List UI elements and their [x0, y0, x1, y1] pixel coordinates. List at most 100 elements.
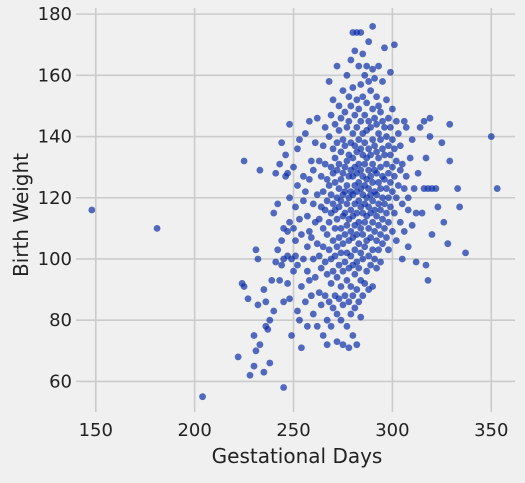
scatter-point [387, 179, 394, 186]
scatter-point [296, 136, 303, 144]
scatter-point [357, 224, 365, 232]
scatter-point [347, 310, 355, 318]
scatter-point [379, 117, 386, 125]
scatter-point [456, 203, 464, 211]
scatter-point [383, 160, 390, 168]
scatter-point [379, 145, 386, 153]
scatter-point [359, 292, 367, 300]
scatter-point [377, 185, 384, 192]
scatter-point [377, 136, 384, 144]
scatter-point [252, 246, 260, 254]
scatter-point [373, 212, 380, 220]
scatter-point [369, 136, 377, 144]
scatter-point [377, 163, 384, 171]
scatter-point [319, 142, 327, 150]
scatter-point [341, 292, 349, 300]
scatter-point [371, 228, 378, 235]
scatter-point [325, 78, 333, 85]
scatter-point [373, 93, 380, 101]
scatter-point [345, 344, 353, 352]
scatter-point [274, 246, 282, 254]
scatter-point [343, 71, 351, 79]
scatter-point [282, 151, 290, 159]
scatter-point [339, 301, 347, 309]
scatter-point [343, 182, 351, 189]
scatter-point [313, 114, 321, 122]
scatter-point [323, 175, 331, 183]
scatter-point [260, 368, 268, 376]
scatter-point [298, 231, 305, 238]
scatter-point [349, 84, 357, 91]
scatter-point [375, 200, 382, 208]
scatter-point [303, 267, 311, 275]
scatter-point [315, 157, 323, 165]
scatter-point [333, 62, 341, 70]
scatter-point [375, 102, 382, 110]
scatter-point [422, 154, 430, 162]
scatter-point [434, 203, 442, 211]
scatter-point [371, 114, 378, 122]
scatter-point [400, 117, 408, 125]
scatter-point [347, 228, 355, 235]
scatter-point [373, 120, 380, 128]
scatter-point [349, 130, 357, 137]
scatter-point [353, 231, 361, 238]
scatter-point [343, 322, 351, 330]
scatter-point [323, 316, 331, 324]
scatter-point [373, 169, 380, 177]
scatter-point [383, 209, 390, 217]
scatter-point [325, 182, 333, 189]
scatter-point [341, 209, 349, 217]
scatter-point [333, 310, 341, 318]
scatter-point [375, 62, 382, 70]
scatter-point [394, 182, 402, 189]
scatter-point [260, 286, 268, 293]
scatter-point [341, 108, 349, 116]
scatter-point [359, 231, 367, 238]
scatter-point [305, 276, 313, 284]
scatter-point [317, 172, 325, 180]
scatter-point [462, 249, 469, 257]
scatter-point [347, 252, 355, 260]
scatter-point [327, 280, 335, 287]
scatter-point [335, 102, 343, 110]
scatter-point [339, 341, 347, 349]
scatter-point [335, 160, 343, 168]
scatter-point [278, 237, 286, 245]
scatter-point [315, 215, 323, 223]
scatter-point [252, 347, 260, 355]
scatter-point [339, 267, 347, 275]
scatter-point [355, 179, 363, 186]
scatter-point [398, 255, 406, 263]
scatter-point [278, 139, 286, 147]
scatter-point [365, 203, 373, 211]
scatter-point [426, 133, 434, 140]
scatter-point [383, 96, 390, 104]
scatter-point [373, 191, 380, 199]
scatter-point [365, 145, 373, 153]
scatter-point [335, 185, 343, 192]
scatter-point [377, 206, 384, 214]
scatter-point [347, 206, 355, 214]
scatter-point [355, 298, 363, 306]
scatter-point [385, 246, 392, 254]
scatter-point [388, 136, 396, 144]
scatter-point [392, 117, 400, 125]
scatter-point [361, 139, 369, 147]
scatter-point [290, 224, 297, 232]
scatter-point [347, 102, 355, 110]
scatter-point [294, 307, 301, 315]
scatter-point [345, 93, 353, 101]
scatter-point [345, 298, 353, 306]
scatter-point [357, 145, 365, 153]
scatter-point [385, 114, 392, 122]
scatter-point [325, 133, 333, 140]
scatter-point [343, 200, 351, 208]
scatter-point [387, 123, 394, 131]
scatter-point [292, 237, 299, 245]
scatter-point [294, 182, 301, 189]
scatter-point [396, 142, 404, 150]
scatter-point [347, 56, 355, 64]
scatter-point [375, 221, 382, 229]
scatter-point [357, 166, 365, 174]
